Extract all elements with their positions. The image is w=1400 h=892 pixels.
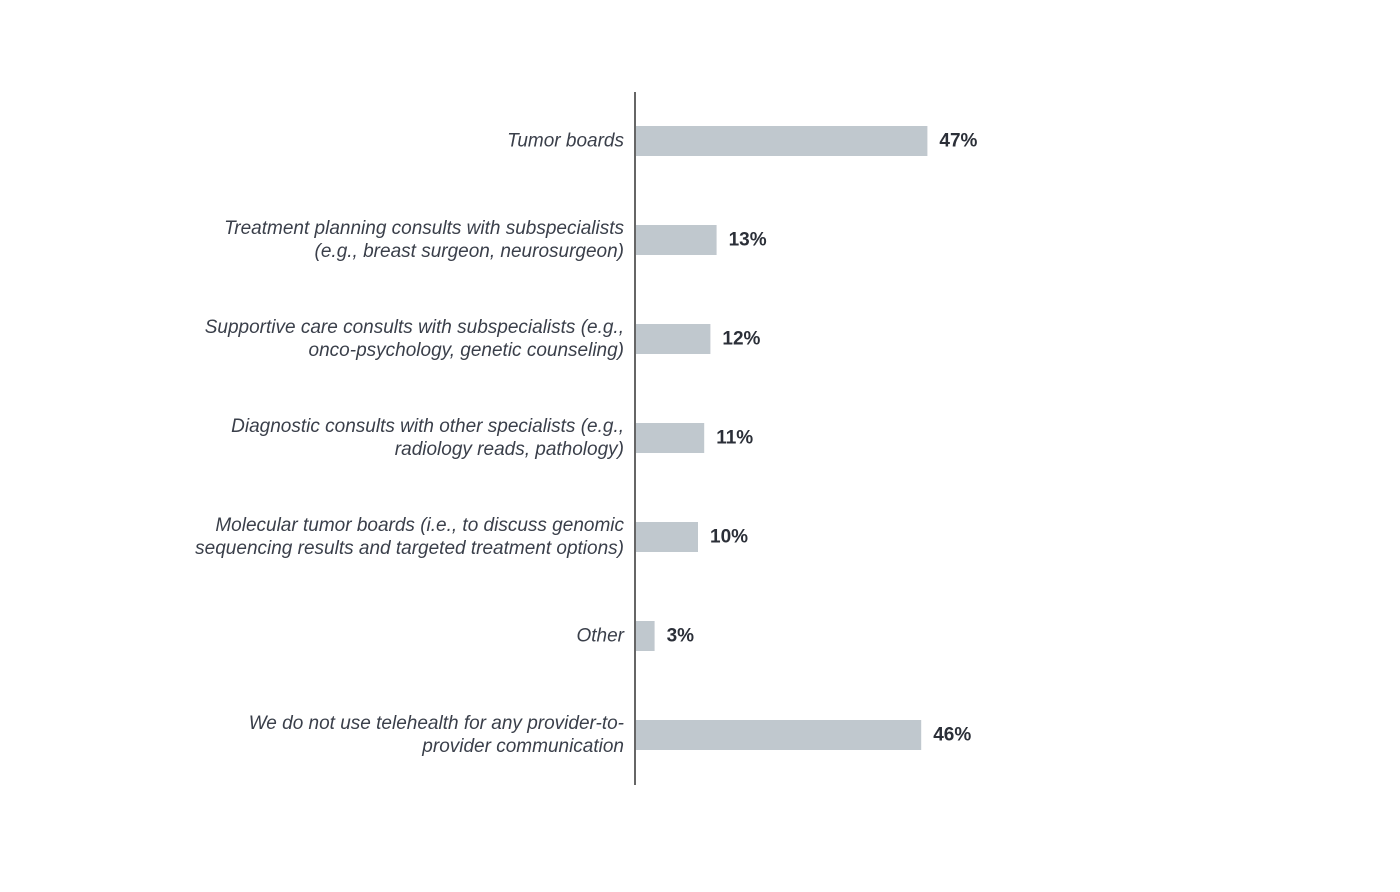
value-label-6: 46% [933, 724, 972, 746]
category-label-line: (e.g., breast surgeon, neurosurgeon) [314, 241, 624, 262]
value-label-3: 11% [716, 427, 754, 449]
category-label-line: Tumor boards [507, 130, 624, 152]
bar-6 [636, 720, 922, 750]
bar-5 [636, 621, 655, 651]
category-label-2: Supportive care consults with subspecial… [144, 316, 624, 362]
category-label-line: Supportive care consults with subspecial… [204, 317, 624, 338]
value-label-5: 3% [666, 625, 695, 647]
category-label-1: Treatment planning consults with subspec… [144, 217, 624, 263]
value-label-1: 13% [728, 229, 767, 251]
category-label-line: Molecular tumor boards (i.e., to discuss… [215, 515, 624, 536]
category-label-5: Other [144, 625, 624, 648]
category-label-line: radiology reads, pathology) [394, 439, 624, 460]
category-label-line: onco-psychology, genetic counseling) [308, 340, 624, 361]
category-label-line: Treatment planning consults with subspec… [224, 218, 624, 239]
category-label-4: Molecular tumor boards (i.e., to discuss… [144, 514, 624, 560]
value-label-0: 47% [939, 130, 978, 152]
category-label-line: We do not use telehealth for any provide… [248, 713, 624, 734]
value-label-2: 12% [722, 328, 761, 350]
category-label-line: Other [576, 625, 624, 647]
bar-4 [636, 522, 698, 552]
category-label-6: We do not use telehealth for any provide… [144, 712, 624, 758]
bars [636, 126, 928, 750]
bar-3 [636, 423, 705, 453]
value-label-4: 10% [710, 526, 749, 548]
category-label-line: provider communication [422, 736, 624, 757]
bar-2 [636, 324, 711, 354]
category-label-3: Diagnostic consults with other specialis… [144, 415, 624, 461]
bar-0 [636, 126, 928, 156]
category-label-line: Diagnostic consults with other specialis… [231, 416, 624, 437]
bar-1 [636, 225, 717, 255]
category-label-0: Tumor boards [144, 130, 624, 153]
category-label-line: sequencing results and targeted treatmen… [195, 538, 624, 559]
